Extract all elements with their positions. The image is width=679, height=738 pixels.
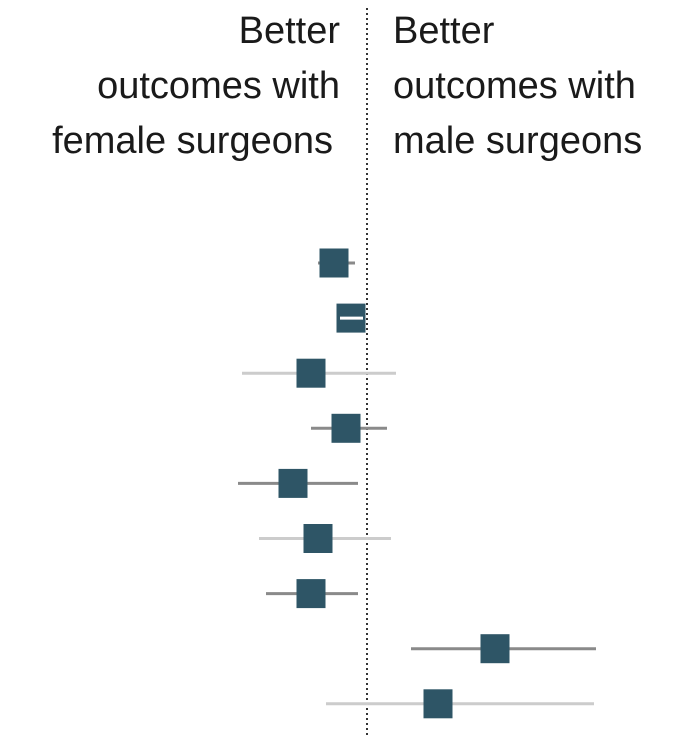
point-estimate [423,689,453,719]
point-estimate [319,248,349,278]
right-label: outcomes with [393,65,636,107]
point-estimate [331,413,361,443]
point-estimate [303,524,333,553]
left-label: Better [239,10,341,52]
point-estimate [296,358,326,388]
right-label: male surgeons [393,120,642,162]
left-label: outcomes with [97,65,340,107]
point-estimate [296,579,326,609]
left-label: female surgeons [52,120,333,162]
point-estimate [278,468,308,498]
right-label: Better [393,10,495,52]
point-estimate [480,634,510,664]
